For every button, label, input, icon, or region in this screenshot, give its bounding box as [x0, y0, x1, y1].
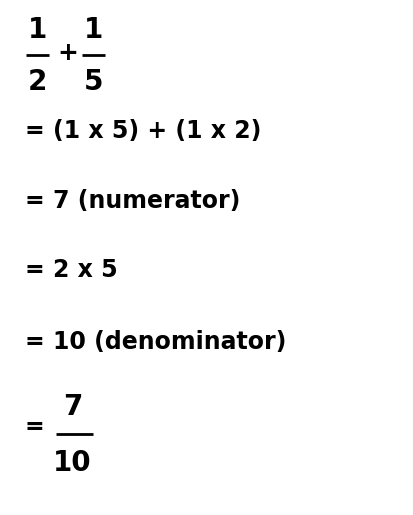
Text: = 7 (numerator): = 7 (numerator): [25, 189, 240, 213]
Text: +: +: [58, 41, 78, 65]
Text: 7: 7: [63, 393, 82, 421]
Text: 2: 2: [28, 68, 47, 96]
Text: 1: 1: [83, 16, 102, 44]
Text: = (1 x 5) + (1 x 2): = (1 x 5) + (1 x 2): [25, 119, 261, 143]
Text: 1: 1: [28, 16, 47, 44]
Text: = 2 x 5: = 2 x 5: [25, 259, 117, 282]
Text: 10: 10: [53, 449, 92, 477]
Text: =: =: [25, 416, 45, 439]
Text: = 10 (denominator): = 10 (denominator): [25, 331, 285, 354]
Text: 5: 5: [83, 68, 103, 96]
